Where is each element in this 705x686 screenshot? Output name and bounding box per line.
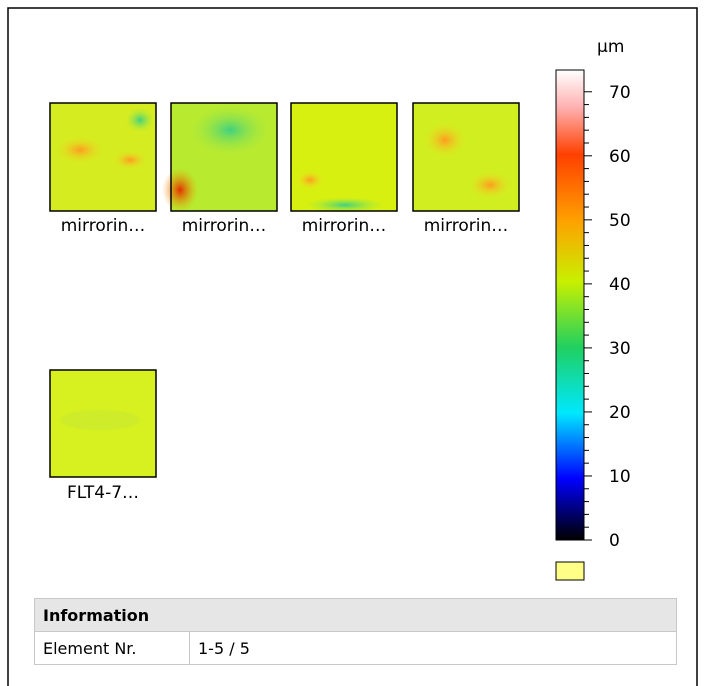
thumbnail-label: mirrorin…	[61, 216, 145, 236]
thumbnail-label: mirrorin…	[424, 216, 508, 236]
info-title: Information	[34, 598, 677, 632]
colorbar-unit: µm	[597, 37, 624, 57]
thumbnail[interactable]	[49, 102, 157, 212]
info-key: Element Nr.	[34, 631, 190, 665]
no-data-swatch	[555, 561, 585, 581]
thumbnail-label: FLT4-7…	[67, 483, 139, 503]
tick-label: 60	[609, 147, 631, 167]
tick-label: 20	[609, 403, 631, 423]
tick-label: 30	[609, 339, 631, 359]
tick-label: 10	[609, 467, 631, 487]
tick-label: 50	[609, 211, 631, 231]
tick-label: 40	[609, 275, 631, 295]
thumbnail[interactable]	[49, 369, 157, 478]
thumbnail-label: mirrorin…	[182, 216, 266, 236]
tick-label: 0	[609, 531, 620, 551]
frame	[7, 7, 698, 686]
info-value: 1-5 / 5	[189, 631, 677, 665]
colorbar	[555, 69, 585, 541]
tick-label: 70	[609, 83, 631, 103]
thumbnail-label: mirrorin…	[302, 216, 386, 236]
thumbnail[interactable]	[412, 102, 520, 212]
thumbnail[interactable]	[290, 102, 398, 213]
info-table: Information Element Nr. 1-5 / 5	[34, 598, 677, 665]
thumbnail[interactable]	[162, 102, 278, 212]
